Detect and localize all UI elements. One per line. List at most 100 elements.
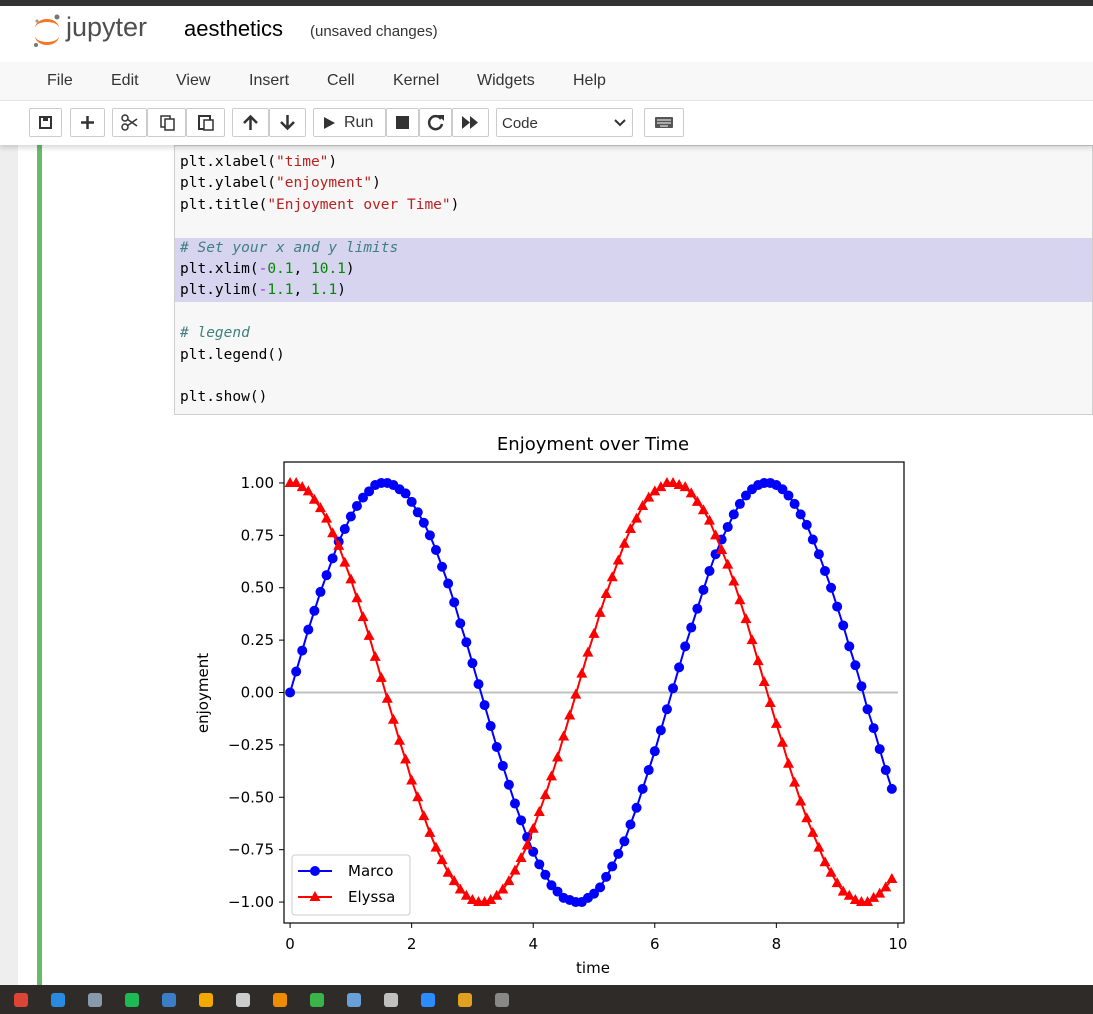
data-point	[685, 487, 697, 498]
y-tick-label: 0.25	[241, 631, 274, 649]
menu-item[interactable]: Cell	[327, 72, 355, 89]
taskbar-icon[interactable]	[51, 993, 65, 1007]
data-point	[692, 603, 703, 614]
logo[interactable]	[30, 12, 64, 52]
data-point	[461, 637, 472, 648]
data-point	[491, 741, 502, 752]
data-point	[485, 721, 496, 732]
keyboard-button[interactable]	[644, 108, 684, 137]
data-point	[868, 723, 879, 734]
stop-button[interactable]	[386, 108, 419, 137]
data-point	[813, 841, 825, 852]
data-point	[849, 893, 861, 904]
taskbar-icon[interactable]	[310, 993, 324, 1007]
y-tick-label: 0.75	[241, 526, 274, 544]
data-point	[503, 779, 514, 790]
taskbar-icon[interactable]	[384, 993, 398, 1007]
data-point	[351, 592, 363, 603]
data-point	[728, 509, 739, 520]
data-point	[424, 530, 435, 541]
taskbar-icon[interactable]	[273, 993, 287, 1007]
data-point	[527, 822, 539, 833]
taskbar-icon[interactable]	[347, 993, 361, 1007]
code-token: -	[258, 260, 268, 277]
data-point	[327, 527, 339, 538]
code-token: "time"	[276, 154, 329, 170]
menu-item[interactable]: Widgets	[477, 72, 535, 89]
code-line: plt.show()	[175, 387, 1092, 408]
menu-item[interactable]: View	[176, 72, 211, 89]
menu-item[interactable]: Kernel	[393, 72, 440, 89]
logo-text[interactable]: jupyter	[66, 12, 148, 42]
taskbar-icon[interactable]	[88, 993, 102, 1007]
code-line: plt.xlabel("time")	[175, 152, 1092, 173]
save-button[interactable]	[29, 108, 62, 137]
taskbar-icon[interactable]	[236, 993, 250, 1007]
data-point	[381, 692, 393, 703]
x-axis-label: time	[576, 959, 610, 977]
data-point	[321, 512, 333, 523]
cell-type-select[interactable]: Code	[496, 108, 633, 137]
data-point	[880, 881, 892, 892]
code-cell[interactable]: plt.xlabel("time") plt.ylabel("enjoyment"…	[174, 145, 1093, 415]
data-point	[783, 490, 794, 501]
code-line: plt.legend()	[175, 345, 1092, 366]
taskbar-icon[interactable]	[458, 993, 472, 1007]
data-point	[795, 795, 807, 806]
taskbar-icon[interactable]	[495, 993, 509, 1007]
code-block: # Set your x and y limits plt.xlim(-0.1, …	[175, 237, 1092, 302]
code-token: 10.1	[310, 260, 346, 277]
chart: Enjoyment over Time time enjoyment 1.00 0…	[194, 434, 907, 977]
data-point	[576, 667, 588, 678]
run-button[interactable]: Run	[313, 108, 386, 137]
code-token: plt.ylim(	[180, 282, 259, 299]
data-point	[589, 888, 599, 899]
run-all-button[interactable]	[452, 108, 489, 137]
code-line: plt.xlim(-0.1, 10.1)	[175, 258, 1092, 281]
move-down-button[interactable]	[269, 108, 306, 137]
code-token: # legend	[180, 325, 250, 342]
code-token: )	[337, 282, 346, 299]
move-up-button[interactable]	[232, 108, 269, 137]
taskbar-icon[interactable]	[199, 993, 213, 1007]
data-point	[679, 481, 691, 492]
insert-button[interactable]	[70, 108, 105, 137]
data-point	[886, 872, 898, 883]
data-point	[674, 662, 685, 673]
taskbar-icon[interactable]	[162, 993, 176, 1007]
data-point	[680, 641, 691, 652]
data-point	[327, 553, 338, 564]
data-point	[497, 760, 508, 771]
data-point	[819, 565, 830, 576]
data-point	[643, 765, 654, 776]
data-point	[400, 753, 412, 764]
menu-item[interactable]: Help	[573, 72, 606, 89]
data-point	[485, 893, 497, 904]
x-tick-label: 4	[528, 935, 538, 953]
taskbar-icon[interactable]	[125, 993, 139, 1007]
taskbar	[0, 985, 1093, 1014]
code-token: )	[450, 196, 460, 213]
data-point	[552, 886, 563, 897]
notebook-name[interactable]: aesthetics	[184, 16, 284, 41]
data-point	[345, 573, 357, 584]
cut-button[interactable]	[112, 108, 147, 137]
data-point	[874, 887, 886, 898]
data-point	[364, 486, 375, 497]
taskbar-icon[interactable]	[14, 993, 28, 1007]
data-point	[643, 491, 655, 502]
data-point	[509, 798, 520, 809]
menu-item[interactable]: File	[47, 72, 73, 89]
data-point	[850, 660, 861, 671]
data-point	[710, 529, 722, 540]
y-tick-label: 0.00	[241, 684, 274, 702]
x-tick-label: 8	[772, 935, 782, 953]
menu-item[interactable]: Insert	[249, 72, 290, 89]
menu-item[interactable]: Edit	[111, 72, 139, 89]
copy-button[interactable]	[147, 108, 186, 137]
taskbar-icon[interactable]	[421, 993, 435, 1007]
y-tick-label: −0.50	[228, 788, 274, 806]
restart-button[interactable]	[419, 108, 452, 137]
paste-button[interactable]	[186, 108, 225, 137]
